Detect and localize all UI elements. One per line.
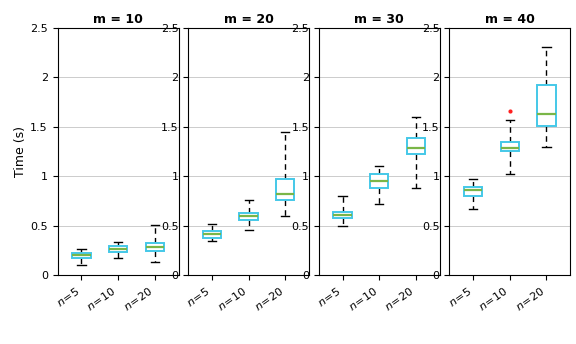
Bar [203,231,221,238]
Title: m = 40: m = 40 [485,13,535,26]
Bar [407,139,425,154]
Bar [146,243,164,251]
Bar [72,253,90,258]
Bar [501,142,519,151]
Bar [334,212,352,218]
Title: m = 10: m = 10 [93,13,143,26]
Title: m = 30: m = 30 [354,13,404,26]
Bar [276,179,294,200]
Y-axis label: Time (s): Time (s) [14,126,27,177]
Bar [370,174,388,188]
Bar [240,213,258,220]
Bar [464,186,482,196]
Bar [537,85,556,126]
Bar [109,246,127,252]
Title: m = 20: m = 20 [223,13,274,26]
